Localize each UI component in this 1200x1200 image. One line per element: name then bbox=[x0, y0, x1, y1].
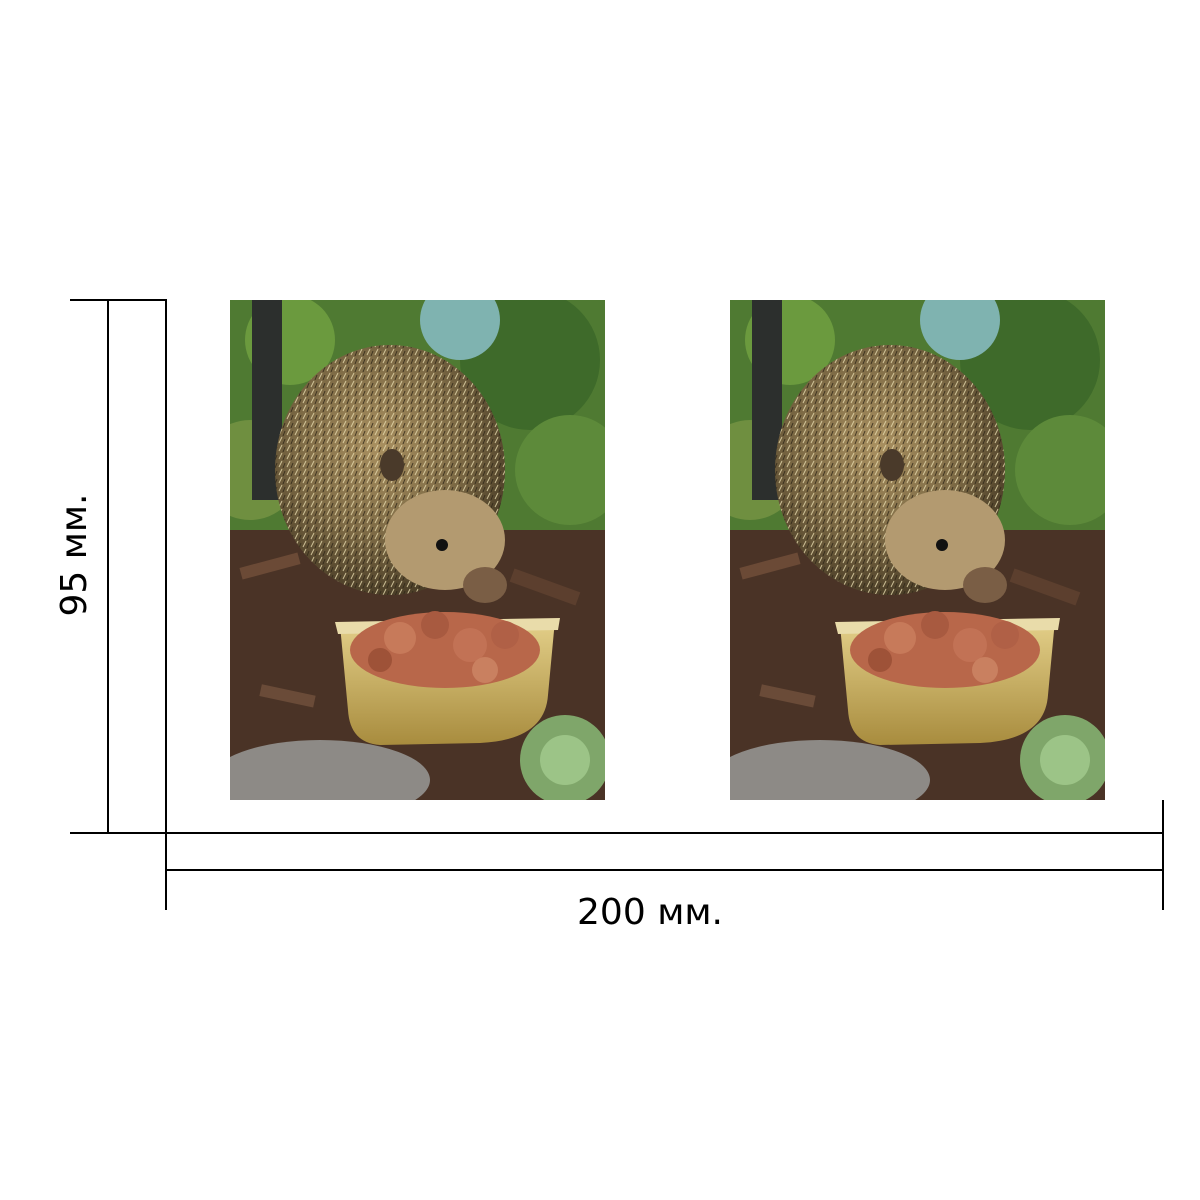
height-dimension-label: 95 мм. bbox=[54, 493, 95, 617]
width-dimension-label: 200 мм. bbox=[577, 892, 723, 933]
